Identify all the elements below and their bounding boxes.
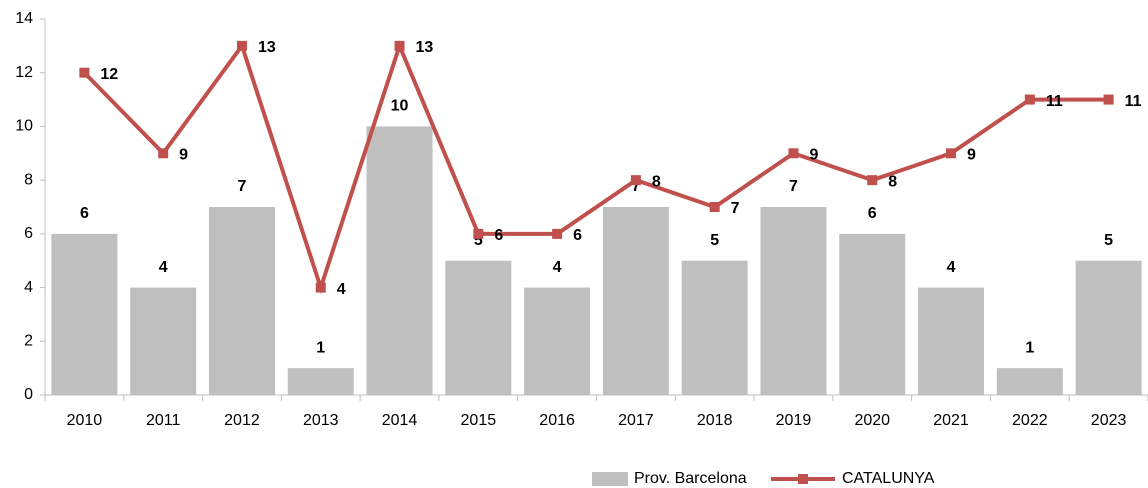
line-marker <box>630 175 641 186</box>
line-marker <box>867 175 878 186</box>
line-value-label: 4 <box>337 281 346 298</box>
bar <box>839 233 906 395</box>
line-value-label: 7 <box>731 200 740 217</box>
bar <box>208 207 275 395</box>
bar <box>602 207 669 395</box>
y-tick-label: 8 <box>24 171 33 188</box>
legend-swatch <box>592 472 628 486</box>
line-value-label: 6 <box>573 227 582 244</box>
x-tick-label: 2014 <box>382 412 418 429</box>
bar <box>996 368 1063 395</box>
x-tick-label: 2013 <box>303 412 339 429</box>
y-tick-label: 10 <box>15 118 33 135</box>
line-marker <box>788 148 799 159</box>
bar-value-label: 6 <box>868 205 877 222</box>
bar-value-label: 5 <box>474 232 483 249</box>
y-tick-label: 12 <box>15 64 33 81</box>
bar-value-label: 7 <box>238 178 247 195</box>
line-marker <box>1103 94 1114 105</box>
line-value-label: 6 <box>494 227 503 244</box>
x-tick-label: 2018 <box>697 412 733 429</box>
line-marker <box>158 148 169 159</box>
bar <box>524 287 591 395</box>
line <box>82 40 1109 295</box>
line-value-label: 12 <box>100 66 118 83</box>
legend-label: Prov. Barcelona <box>634 470 747 487</box>
x-tick-label: 2019 <box>776 412 812 429</box>
line-marker <box>473 228 484 239</box>
x-tick-label: 2011 <box>146 412 181 429</box>
line-value-label: 9 <box>809 147 818 164</box>
bar-value-label: 7 <box>789 178 798 195</box>
bar <box>287 368 354 395</box>
x-tick-label: 2017 <box>618 412 654 429</box>
bar <box>760 207 827 395</box>
bar-value-label: 10 <box>391 98 409 115</box>
bar <box>445 260 512 395</box>
line-value-label: 9 <box>967 147 976 164</box>
bar <box>366 126 433 395</box>
bar <box>130 287 197 395</box>
y-tick-label: 14 <box>15 10 33 27</box>
line-marker <box>79 67 90 78</box>
bar <box>1075 260 1142 395</box>
line-value-label: 13 <box>258 39 276 56</box>
bar-value-label: 7 <box>631 178 640 195</box>
bar-value-label: 5 <box>1104 232 1113 249</box>
line-value-label: 13 <box>416 39 434 56</box>
x-tick-label: 2012 <box>224 412 260 429</box>
line-marker <box>315 282 326 293</box>
line-value-label: 9 <box>179 147 188 164</box>
line-value-label: 8 <box>652 173 661 190</box>
line-marker <box>946 148 957 159</box>
bar-value-label: 4 <box>159 259 168 276</box>
y-tick-label: 6 <box>24 225 33 242</box>
line-marker <box>709 202 720 212</box>
x-tick-label: 2023 <box>1091 412 1127 429</box>
line-value-label: 11 <box>1125 93 1142 110</box>
bar-value-label: 4 <box>553 259 562 276</box>
bar-value-label: 1 <box>316 339 325 356</box>
y-tick-label: 2 <box>24 333 33 350</box>
y-tick-label: 4 <box>24 279 33 296</box>
line-marker <box>552 228 563 239</box>
bar-value-label: 5 <box>710 232 719 249</box>
bar <box>51 233 118 395</box>
bar-value-label: 4 <box>947 259 956 276</box>
bar-value-label: 1 <box>1025 339 1034 356</box>
bar <box>918 287 985 395</box>
line-marker <box>394 40 405 51</box>
line-value-label: 8 <box>888 173 897 190</box>
legend-label: CATALUNYA <box>842 470 935 487</box>
x-tick-label: 2015 <box>461 412 497 429</box>
line-marker <box>1024 94 1035 105</box>
line-marker <box>236 40 247 51</box>
y-tick-label: 0 <box>24 386 33 403</box>
x-tick-label: 2010 <box>67 412 103 429</box>
x-tick-label: 2022 <box>1012 412 1048 429</box>
bar-value-label: 6 <box>80 205 89 222</box>
legend-marker <box>798 474 808 484</box>
line-value-label: 11 <box>1046 93 1063 110</box>
x-tick-label: 2021 <box>933 412 969 429</box>
bar <box>681 260 748 395</box>
x-tick-label: 2020 <box>854 412 890 429</box>
x-tick-label: 2016 <box>539 412 575 429</box>
